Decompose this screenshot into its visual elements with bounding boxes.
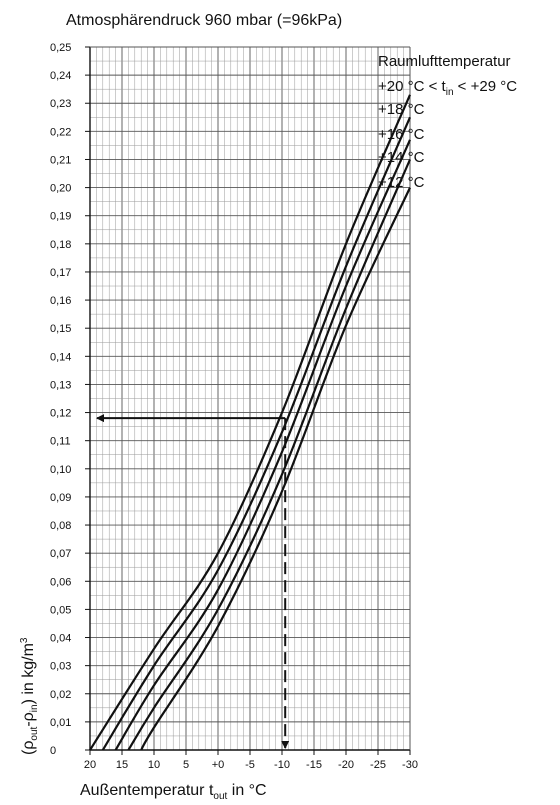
y-tick-label: 0,19 xyxy=(50,211,71,223)
y-tick-label: 0,07 xyxy=(50,548,71,560)
x-tick-label: -10 xyxy=(274,759,290,771)
y-tick-label: 0,09 xyxy=(50,492,71,504)
y-tick-label: 0,23 xyxy=(50,98,71,110)
x-tick-label: 10 xyxy=(148,759,160,771)
y-tick-label: 0,15 xyxy=(50,323,71,335)
x-tick-label: -20 xyxy=(338,759,354,771)
y-tick-label: 0,03 xyxy=(50,661,71,673)
y-tick-label: 0,12 xyxy=(50,408,71,420)
y-tick-label: 0,10 xyxy=(50,464,71,476)
x-tick-label: -5 xyxy=(245,759,255,771)
y-tick-label: 0 xyxy=(50,745,56,757)
y-tick-label: 0,21 xyxy=(50,154,71,166)
x-axis-label: Außentemperatur tout in °C xyxy=(80,782,267,802)
legend-title: Raumlufttemperatur xyxy=(378,53,511,70)
y-tick-label: 0,13 xyxy=(50,379,71,391)
y-axis-label: (ρout-ρin) in kg/m3 xyxy=(19,637,40,755)
y-tick-label: 0,20 xyxy=(50,183,71,195)
legend-item-18: +18 °C xyxy=(378,101,425,118)
x-tick-label: -15 xyxy=(306,759,322,771)
series-line-3 xyxy=(127,159,412,751)
series-line-0 xyxy=(89,94,412,751)
chart-title: Atmosphärendruck 960 mbar (=96kPa) xyxy=(66,12,342,29)
legend-item-16: +16 °C xyxy=(378,126,425,143)
y-tick-label: 0,02 xyxy=(50,689,71,701)
y-tick-label: 0,24 xyxy=(50,70,71,82)
y-tick-label: 0,04 xyxy=(50,633,71,645)
y-tick-label: 0,25 xyxy=(50,42,71,54)
x-tick-label: 20 xyxy=(84,759,96,771)
y-tick-label: 0,01 xyxy=(50,717,71,729)
legend-item-14: +14 °C xyxy=(378,149,425,166)
y-tick-label: 0,06 xyxy=(50,576,71,588)
series-line-1 xyxy=(101,116,412,751)
x-tick-label: 5 xyxy=(183,759,189,771)
x-tick-label: -25 xyxy=(370,759,386,771)
tick-labels: 0 0,01 0,02 0,03 0,04 0,05 0,06 0,07 0,08 0,09 0,1… xyxy=(50,42,418,771)
x-tick-label: -30 xyxy=(402,759,418,771)
x-tick-label: +0 xyxy=(212,759,225,771)
y-tick-label: 0,22 xyxy=(50,126,71,138)
y-tick-label: 0,14 xyxy=(50,351,71,363)
y-tick-label: 0,17 xyxy=(50,267,71,279)
y-tick-label: 0,11 xyxy=(50,436,71,448)
series-line-4 xyxy=(140,187,411,751)
legend-item-20: +20 °C < tin < +29 °C xyxy=(378,78,517,98)
series-group xyxy=(89,94,412,751)
y-tick-label: 0,08 xyxy=(50,520,71,532)
reading-annotation xyxy=(96,414,290,749)
y-tick-label: 0,16 xyxy=(50,295,71,307)
legend-item-12: +12 °C xyxy=(378,174,425,191)
y-tick-label: 0,05 xyxy=(50,604,71,616)
y-tick-label: 0,18 xyxy=(50,239,71,251)
legend: Raumlufttemperatur +20 °C < tin < +29 °C… xyxy=(378,53,517,191)
x-tick-label: 15 xyxy=(116,759,128,771)
series-line-2 xyxy=(114,139,412,751)
